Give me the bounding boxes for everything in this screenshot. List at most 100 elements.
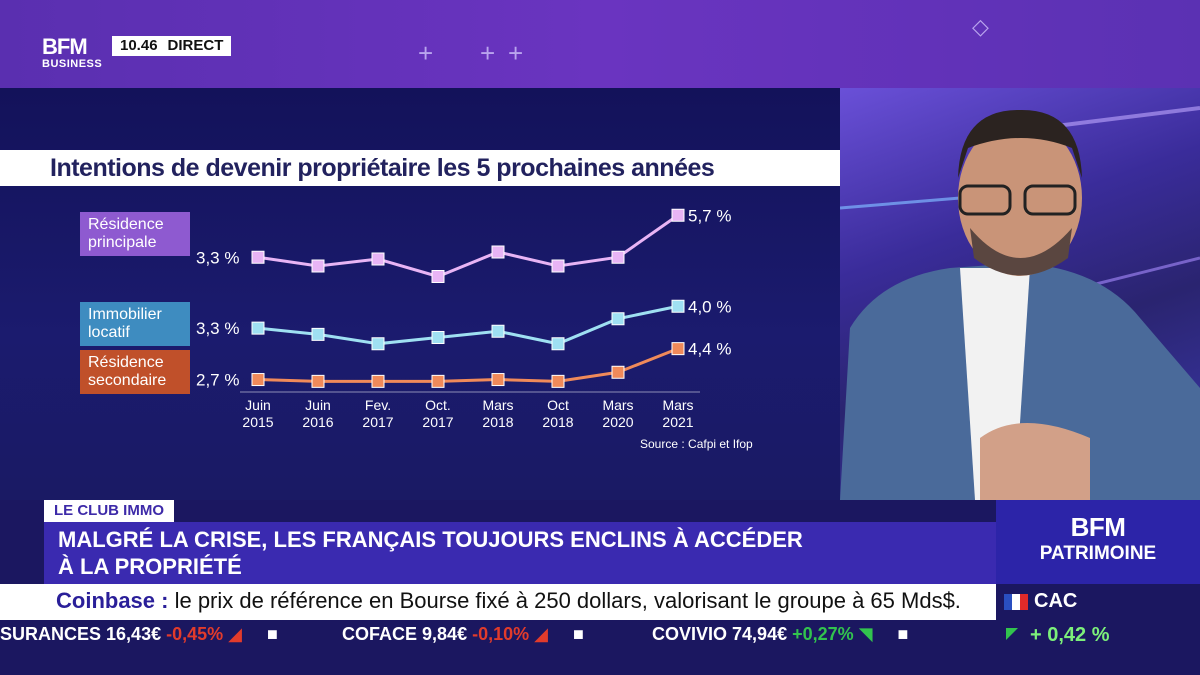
series-label: principale — [88, 234, 157, 251]
series-label: Résidence — [88, 354, 164, 371]
data-point — [551, 374, 565, 388]
chart-source: Source : Cafpi et Ifop — [640, 437, 753, 451]
data-label: 4,4 % — [688, 340, 731, 359]
tick-label: 2021 — [662, 414, 693, 430]
market-item: SURANCES 16,43€ -0,45% ◢ ■ — [0, 624, 278, 645]
data-point — [611, 250, 625, 264]
series-label: Résidence — [88, 216, 164, 233]
bfm-business-logo: BFM BUSINESS — [42, 36, 108, 74]
stock-name: COVIVIO — [652, 624, 728, 644]
market-item: COVIVIO 74,94€ +0,27% ◥ ■ — [652, 624, 908, 645]
tick-label: 2016 — [302, 414, 333, 430]
tick-label: Juin — [305, 397, 331, 413]
france-flag-icon — [1004, 594, 1028, 610]
data-point — [371, 337, 385, 351]
stock-name: COFACE — [342, 624, 418, 644]
studio-video-feed — [840, 88, 1200, 500]
tick-label: 2015 — [242, 414, 273, 430]
data-point — [671, 208, 685, 222]
up-triangle-icon — [1006, 628, 1018, 640]
chart-title: Intentions de devenir propriétaire les 5… — [50, 154, 715, 182]
data-point — [251, 250, 265, 264]
headline-banner: MALGRÉ LA CRISE, LES FRANÇAIS TOUJOURS E… — [44, 522, 996, 584]
market-item: COFACE 9,84€ -0,10% ◢ ■ — [342, 624, 584, 645]
bullet-separator-icon: ■ — [897, 624, 909, 644]
news-ticker: Coinbase : le prix de référence en Bours… — [0, 584, 996, 620]
bullet-separator-icon: ■ — [267, 624, 278, 644]
stock-change: -0,10% — [472, 624, 530, 644]
market-ticker: SURANCES 16,43€ -0,45% ◢ ■ COFACE 9,84€ … — [0, 620, 996, 675]
brand-line1: BFM — [1070, 512, 1126, 542]
series-line — [257, 214, 679, 279]
bullet-separator-icon: ■ — [573, 624, 584, 644]
series-label: secondaire — [88, 372, 166, 389]
data-point — [371, 374, 385, 388]
tick-label: Fev. — [365, 397, 391, 413]
data-point — [611, 365, 625, 379]
plus-decoration-icon: + — [508, 38, 524, 68]
data-point — [431, 270, 445, 283]
headline-line2: À LA PROPRIÉTÉ — [58, 554, 242, 579]
data-point — [551, 337, 565, 351]
stock-value: 9,84€ — [422, 624, 468, 644]
data-point — [491, 324, 505, 338]
tick-label: 2017 — [362, 414, 393, 430]
tick-label: 2018 — [482, 414, 513, 430]
index-name: CAC — [1034, 590, 1078, 612]
data-point — [311, 374, 325, 388]
tick-label: Mars — [602, 397, 633, 413]
data-label: 3,3 % — [196, 248, 239, 267]
data-label: 3,3 % — [196, 319, 239, 338]
stock-value: 74,94€ — [732, 624, 788, 644]
data-label: 2,7 % — [196, 371, 239, 390]
tick-label: Juin — [245, 397, 271, 413]
diamond-decoration-icon: ◇ — [972, 14, 989, 39]
data-point — [431, 331, 445, 344]
tick-label: Oct. — [425, 397, 451, 413]
clock-time: 10.46 — [120, 37, 158, 54]
data-label: 4,0 % — [688, 297, 731, 316]
live-badge: 10.46 DIRECT — [112, 36, 232, 56]
data-point — [431, 374, 445, 388]
data-point — [671, 342, 685, 356]
index-change: + 0,42 % — [1030, 624, 1110, 646]
presenter-image — [840, 106, 1200, 500]
stock-change: +0,27% — [792, 624, 854, 644]
logo-line2: BUSINESS — [42, 58, 103, 70]
stock-value: 16,43€ — [106, 624, 162, 644]
data-point — [311, 259, 325, 273]
ticker-text: Coinbase : le prix de référence en Bours… — [56, 588, 961, 614]
data-point — [371, 252, 385, 266]
series-line — [257, 304, 679, 346]
down-arrow-icon: ◢ — [534, 624, 548, 644]
ticker-company: Coinbase : — [56, 588, 169, 613]
tick-label: 2018 — [542, 414, 573, 430]
data-point — [611, 312, 625, 326]
ticker-message: le prix de référence en Bourse fixé à 25… — [168, 588, 961, 613]
brand-line2: PATRIMOINE — [1039, 543, 1157, 564]
live-label: DIRECT — [167, 37, 224, 54]
up-arrow-icon: ◥ — [858, 624, 873, 644]
chart-title-bar: Intentions de devenir propriétaire les 5… — [0, 150, 840, 186]
logo-line1: BFM — [42, 34, 88, 59]
data-point — [251, 321, 265, 335]
stock-name: SURANCES — [0, 624, 102, 644]
series-label-box — [80, 212, 190, 256]
data-point — [251, 373, 265, 387]
segment-label: LE CLUB IMMO — [44, 500, 174, 522]
index-panel: CAC + 0,42 % — [996, 584, 1200, 675]
series-label-box — [80, 350, 190, 394]
tick-label: Mars — [662, 397, 693, 413]
tick-label: Oct — [547, 397, 569, 413]
series-label: locatif — [88, 324, 130, 341]
tick-label: 2017 — [422, 414, 453, 430]
tick-label: Mars — [482, 397, 513, 413]
data-point — [491, 245, 505, 259]
plus-decoration-icon: + — [418, 38, 434, 68]
bfm-patrimoine-logo: BFM PATRIMOINE — [996, 500, 1200, 584]
tick-label: 2020 — [602, 414, 633, 430]
series-line — [257, 347, 679, 383]
headline-line1: MALGRÉ LA CRISE, LES FRANÇAIS TOUJOURS E… — [58, 527, 803, 552]
top-banner: BFM BUSINESS 10.46 DIRECT + + + ◇ — [0, 0, 1200, 88]
